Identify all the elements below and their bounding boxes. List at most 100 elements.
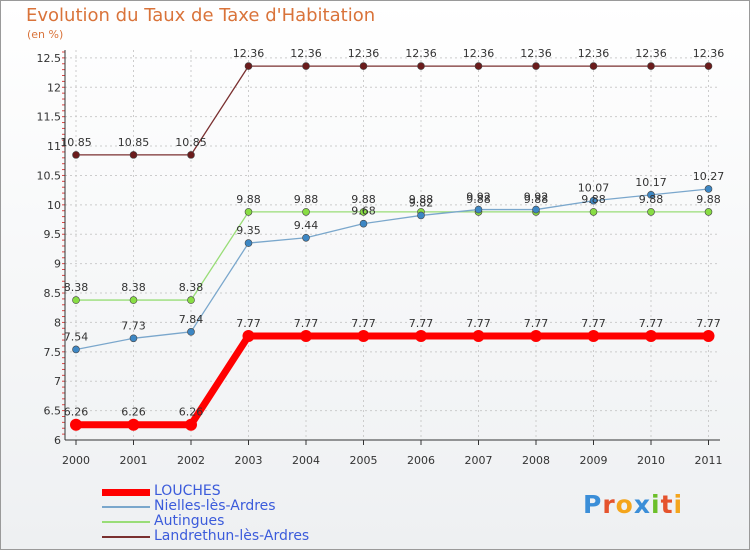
series-point (359, 62, 368, 70)
series-point (187, 328, 195, 336)
data-label: 9.88 (236, 193, 261, 206)
data-label: 7.77 (581, 317, 606, 330)
series-point (129, 334, 138, 343)
series-line-3 (75, 65, 710, 156)
data-label: 7.77 (696, 317, 721, 330)
data-label: 7.77 (524, 317, 549, 330)
chart-unit-label: (en %) (27, 28, 64, 41)
series-point (357, 329, 370, 342)
series-point (589, 196, 598, 205)
logo-letter: r (602, 490, 616, 519)
series-point (242, 329, 255, 342)
data-label: 9.88 (639, 193, 664, 206)
data-label: 12.36 (348, 47, 380, 60)
data-label: 7.54 (64, 330, 89, 343)
legend-label: Autingues (154, 513, 225, 529)
series-point (244, 208, 253, 216)
data-label: 9.92 (524, 191, 549, 204)
x-tick-label: 2001 (120, 454, 148, 467)
series-point (704, 62, 713, 70)
logo-letter: t (660, 490, 674, 519)
grid-layer (65, 50, 720, 441)
legend-label: Nielles-lès-Ardres (154, 498, 276, 514)
series-point (359, 208, 368, 216)
series-point (129, 296, 138, 304)
logo-letter: i (651, 490, 661, 519)
data-label: 9.88 (294, 193, 319, 206)
data-label: 9.68 (351, 205, 376, 218)
series-point (589, 62, 598, 70)
data-label: 12.36 (463, 47, 495, 60)
series-point (72, 345, 80, 354)
series-point (417, 211, 425, 220)
data-label: 7.77 (236, 317, 261, 330)
logo-letter: x (633, 490, 651, 519)
data-label: 7.84 (179, 313, 204, 326)
series-point (704, 185, 713, 193)
legend-label: LOUCHES (154, 483, 221, 499)
data-label: 9.88 (409, 193, 434, 206)
y-tick-label: 9 (54, 258, 61, 271)
data-label: 10.85 (60, 136, 92, 149)
series-point (185, 418, 197, 431)
legend-swatch-louches (102, 488, 150, 496)
series-point (474, 205, 483, 214)
x-tick-label: 2005 (350, 454, 378, 467)
y-tick-label: 7 (54, 375, 61, 388)
logo-letter: P (583, 490, 603, 519)
series-point (704, 208, 713, 216)
data-label: 10.07 (578, 182, 610, 195)
series-point (302, 62, 310, 70)
data-label: 9.88 (581, 193, 606, 206)
series-point (302, 208, 310, 216)
series-point (300, 329, 312, 342)
x-tick-label: 2004 (292, 454, 320, 467)
series-point (587, 329, 600, 342)
legend-swatch-autingues (102, 521, 150, 523)
x-tick-label: 2007 (465, 454, 493, 467)
data-label: 6.26 (179, 406, 204, 419)
series-point (645, 329, 657, 342)
y-tick-label: 10 (47, 199, 61, 212)
x-tick-label: 2011 (695, 454, 723, 467)
series-point (417, 62, 425, 70)
y-tick-label: 11 (47, 140, 61, 153)
y-tick-label: 6.5 (44, 405, 62, 418)
x-tick-label: 2003 (235, 454, 263, 467)
data-label-layer: 10.85 10.85 10.85 12.36 12.36 12.36 12.36 12.36… (60, 47, 724, 419)
data-label: 12.36 (290, 47, 322, 60)
x-tick-label: 2000 (62, 454, 90, 467)
chart-title: Evolution du Taux de Taxe d'Habitation (26, 5, 376, 26)
data-label: 12.36 (405, 47, 437, 60)
series-point (187, 296, 195, 304)
data-label: 12.36 (520, 47, 552, 60)
legend-swatch-nielles (102, 506, 150, 508)
data-label: 12.36 (578, 47, 610, 60)
y-tick-label: 10.5 (37, 169, 62, 182)
data-label: 9.88 (351, 193, 376, 206)
series-point (702, 329, 715, 342)
series-point (589, 208, 598, 216)
x-tick-label: 2008 (522, 454, 550, 467)
y-tick-label: 6 (54, 434, 61, 447)
data-label: 9.88 (466, 193, 491, 206)
data-label: 7.77 (351, 317, 376, 330)
series-point (244, 239, 253, 247)
logo-letter: i (673, 490, 684, 519)
data-label: 7.77 (294, 317, 319, 330)
data-label: 12.36 (635, 47, 667, 60)
y-tick-label: 11.5 (37, 111, 62, 124)
series-point (530, 329, 542, 342)
series-point (187, 151, 195, 159)
proxiti-logo: Proxiti (583, 490, 683, 519)
series-point (647, 208, 655, 216)
series-point (359, 219, 368, 228)
series-point (415, 329, 427, 342)
data-label: 10.85 (118, 136, 150, 149)
y-tick-label: 8.5 (44, 287, 62, 300)
x-tick-label: 2010 (637, 454, 665, 467)
axis-layer: 6 6.5 7 7.5 8 8.5 9 9.5 10 10.5 11 11.5 12 12.5 2000 20… (37, 50, 723, 467)
data-label: 9.88 (696, 193, 721, 206)
data-label: 9.92 (466, 191, 491, 204)
